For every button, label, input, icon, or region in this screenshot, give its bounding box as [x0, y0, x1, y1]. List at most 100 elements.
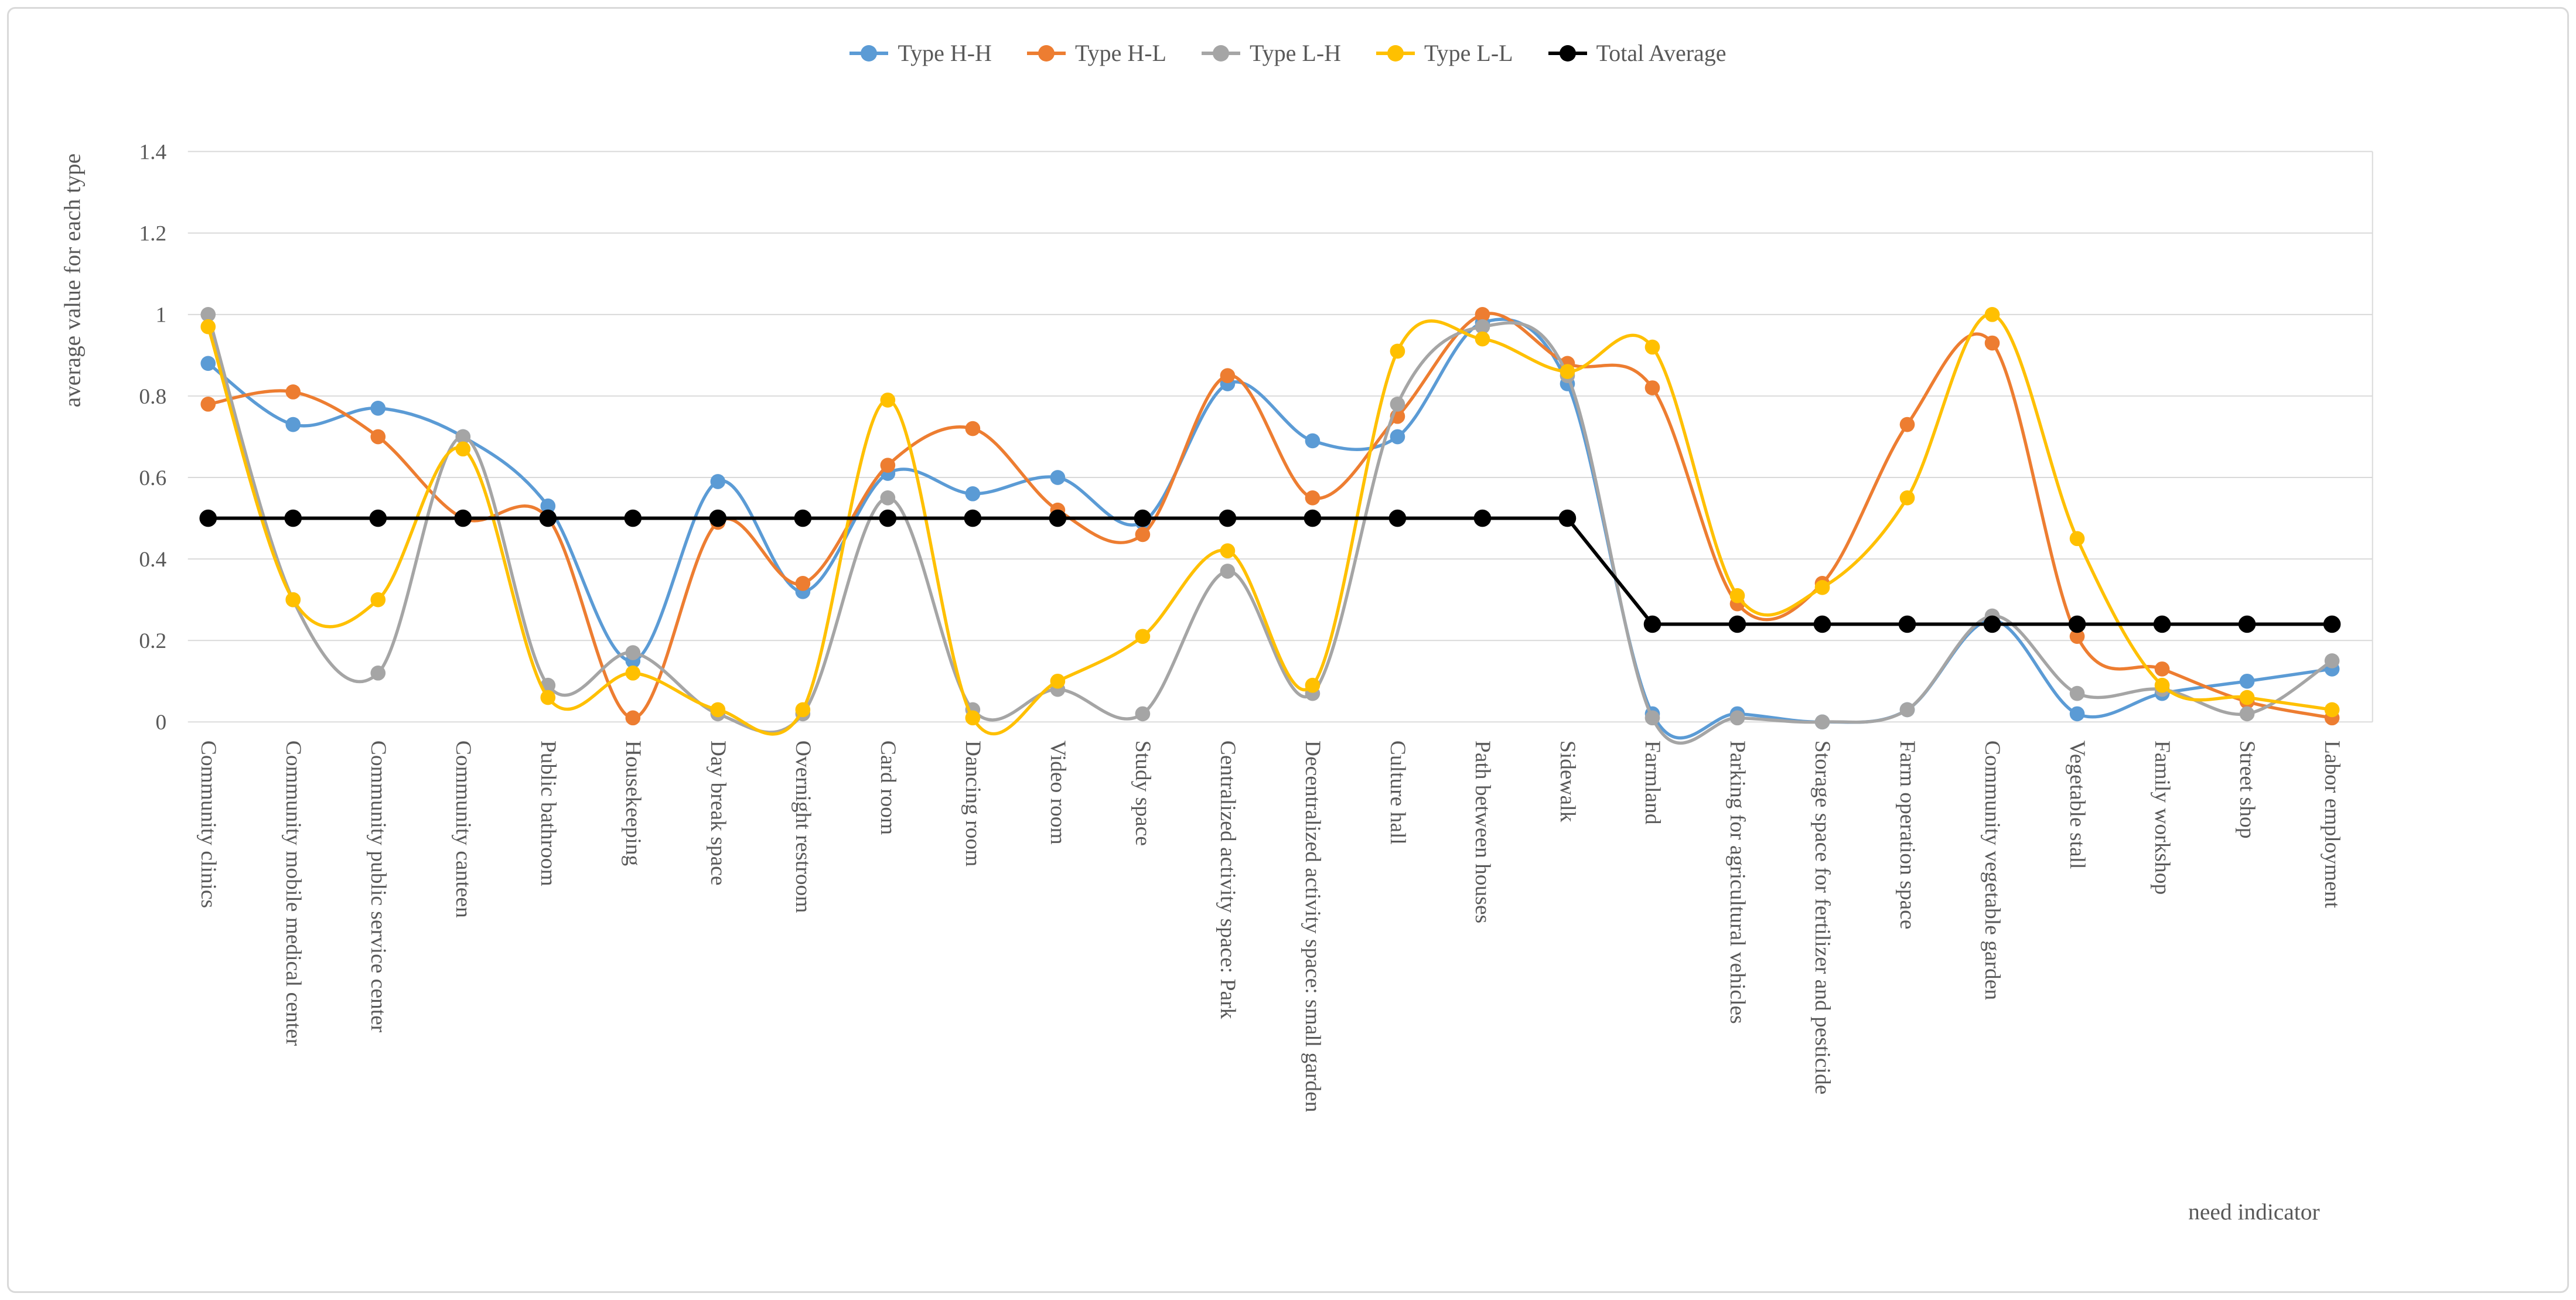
data-point-total-average-20 — [1898, 615, 1916, 633]
chart-legend: Type H-H Type H-L Type L-H Type L-L Total Av… — [9, 39, 2567, 67]
series-line-type-h-l — [206, 312, 2334, 720]
data-point-type-l-h-24 — [2239, 706, 2255, 722]
category-label-parking-for-agricultural-vehicles: Parking for agricultural vehicles — [1725, 741, 1749, 1024]
category-label-study-space: Study space — [1131, 741, 1155, 846]
category-label-decentralized-activity-space-small-garden: Decentralized activity space: small gard… — [1301, 741, 1325, 1113]
data-point-total-average-4 — [539, 509, 557, 527]
data-point-type-h-h-2 — [370, 400, 386, 416]
data-point-type-l-l-22 — [2069, 531, 2085, 547]
category-label-farmland: Farmland — [1640, 741, 1664, 825]
data-point-total-average-23 — [2153, 615, 2171, 633]
data-point-type-h-l-20 — [1899, 417, 1915, 432]
category-label-path-between-houses: Path between houses — [1470, 741, 1495, 923]
data-point-total-average-1 — [284, 509, 302, 527]
category-label-centralized-activity-space-park: Centralized activity space: Park — [1216, 741, 1240, 1019]
category-label-overnight-restroom: Overnight restroom — [791, 741, 815, 913]
category-label-culture-hall: Culture hall — [1386, 741, 1410, 845]
data-point-type-h-l-12 — [1220, 368, 1236, 383]
data-point-type-h-h-22 — [2069, 706, 2085, 722]
legend-item-total-average: Total Average — [1548, 39, 1727, 67]
data-point-total-average-10 — [1049, 509, 1067, 527]
data-point-type-l-l-24 — [2239, 690, 2255, 705]
legend-item-type-h-h: Type H-H — [849, 39, 992, 67]
y-tick-label: 1.4 — [139, 140, 166, 164]
data-point-type-l-l-19 — [1814, 579, 1830, 595]
data-point-type-l-h-0 — [200, 307, 216, 322]
category-label-storage-space-for-fertilizer-and-pesticide: Storage space for fertilizer and pestici… — [1810, 741, 1834, 1094]
data-point-total-average-24 — [2238, 615, 2256, 633]
data-point-total-average-12 — [1219, 509, 1237, 527]
series-line-type-l-l — [206, 313, 2334, 736]
data-point-type-l-h-5 — [625, 645, 641, 660]
data-point-total-average-16 — [1558, 509, 1577, 527]
data-point-type-l-h-22 — [2069, 685, 2085, 701]
line-chart: 0 0.2 0.4 0.6 0.8 1 1.2 1.4 Community clinics Com… — [59, 140, 2373, 1225]
data-point-total-average-9 — [964, 509, 982, 527]
data-point-total-average-2 — [369, 509, 387, 527]
data-point-type-l-h-20 — [1899, 702, 1915, 718]
data-point-type-h-l-1 — [285, 384, 301, 400]
data-point-type-h-l-22 — [2069, 629, 2085, 644]
data-point-type-l-h-12 — [1220, 564, 1236, 579]
data-point-total-average-13 — [1304, 509, 1322, 527]
legend-marker-total-average — [1548, 45, 1587, 62]
data-point-type-h-l-15 — [1475, 307, 1490, 322]
data-point-total-average-6 — [709, 509, 727, 527]
legend-marker-type-h-l — [1026, 45, 1066, 62]
data-point-type-l-l-7 — [795, 702, 811, 718]
data-point-type-l-h-19 — [1814, 714, 1830, 730]
y-tick-label: 1 — [156, 303, 167, 327]
category-label-sidewalk: Sidewalk — [1555, 741, 1579, 823]
category-label-community-public-service-center: Community public service center — [366, 741, 390, 1033]
data-point-total-average-14 — [1388, 509, 1407, 527]
data-point-type-l-l-18 — [1729, 588, 1745, 603]
data-point-type-l-l-3 — [455, 441, 471, 457]
data-point-type-l-h-3 — [455, 429, 471, 445]
category-label-dancing-room: Dancing room — [961, 741, 985, 866]
legend-marker-dot — [1038, 45, 1055, 62]
data-point-type-l-l-8 — [880, 393, 896, 408]
data-point-type-l-h-14 — [1390, 397, 1405, 412]
data-point-total-average-21 — [1983, 615, 2001, 633]
y-tick-label: 0.8 — [139, 385, 166, 409]
data-point-type-l-l-25 — [2324, 702, 2340, 718]
category-label-family-workshop: Family workshop — [2150, 741, 2174, 895]
data-point-type-h-h-13 — [1305, 433, 1321, 449]
data-point-type-h-h-0 — [200, 356, 216, 371]
data-point-type-h-h-14 — [1390, 429, 1405, 445]
y-tick-label: 0.2 — [139, 629, 166, 653]
series-line-total-average — [206, 516, 2334, 626]
data-point-type-l-l-12 — [1220, 543, 1236, 559]
data-point-type-l-l-11 — [1135, 629, 1151, 644]
data-point-total-average-19 — [1813, 615, 1831, 633]
legend-marker-dot — [1387, 45, 1404, 62]
category-label-card-room: Card room — [876, 741, 900, 835]
legend-item-type-l-h: Type L-H — [1201, 39, 1342, 67]
data-point-type-l-h-2 — [370, 666, 386, 681]
data-point-total-average-17 — [1643, 615, 1661, 633]
data-point-total-average-0 — [199, 509, 217, 527]
category-label-housekeeping: Housekeeping — [621, 741, 645, 866]
y-tick-label: 0.6 — [139, 466, 166, 490]
legend-marker-type-l-h — [1201, 45, 1240, 62]
legend-marker-dot — [861, 45, 878, 62]
category-label-community-mobile-medical-center: Community mobile medical center — [281, 741, 305, 1046]
legend-label: Type L-H — [1249, 40, 1342, 66]
data-point-type-h-h-10 — [1050, 470, 1066, 485]
data-point-total-average-3 — [454, 509, 472, 527]
legend-item-type-h-l: Type H-L — [1026, 39, 1166, 67]
data-point-type-h-l-8 — [880, 458, 896, 473]
data-point-type-l-l-9 — [965, 710, 981, 726]
legend-marker-type-l-l — [1376, 45, 1415, 62]
legend-label: Type H-H — [898, 40, 992, 66]
data-point-type-l-h-8 — [880, 490, 896, 506]
data-point-type-h-l-11 — [1135, 527, 1151, 542]
data-point-type-l-l-13 — [1305, 677, 1321, 693]
data-point-type-h-l-2 — [370, 429, 386, 445]
data-point-type-h-l-17 — [1644, 380, 1660, 395]
data-point-type-l-h-17 — [1644, 710, 1660, 726]
data-point-type-l-l-0 — [200, 319, 216, 335]
data-point-type-h-h-6 — [710, 474, 726, 489]
category-label-video-room: Video room — [1046, 741, 1070, 845]
data-point-total-average-25 — [2323, 615, 2341, 633]
